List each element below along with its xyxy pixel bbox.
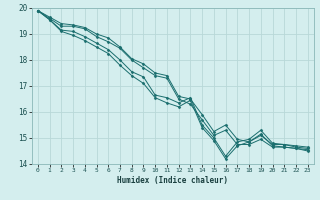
X-axis label: Humidex (Indice chaleur): Humidex (Indice chaleur) (117, 176, 228, 185)
